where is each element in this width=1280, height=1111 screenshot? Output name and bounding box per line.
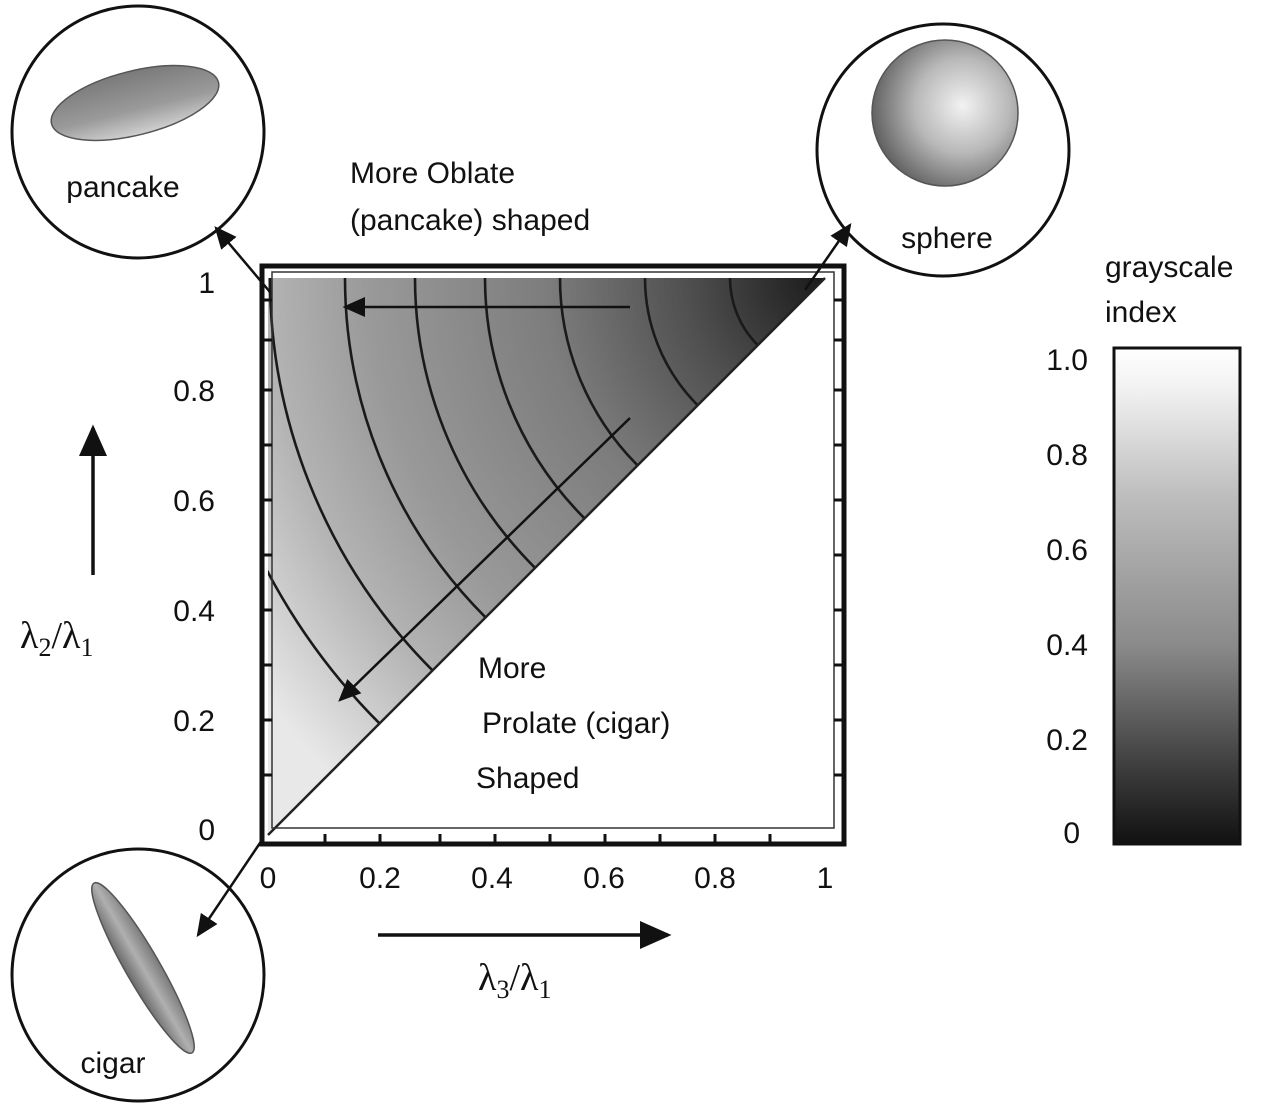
plot-inner-frame xyxy=(271,271,835,829)
sphere-shape xyxy=(871,39,1019,187)
colorbar: grayscale index 0 0.2 0.4 0.6 0.8 1.0 xyxy=(1046,251,1242,850)
colorbar-gradient xyxy=(1112,346,1242,846)
y-tick-label: 0.2 xyxy=(173,705,215,738)
sphere-inset: sphere xyxy=(803,22,1071,291)
x-tick-label: 0.2 xyxy=(359,862,401,895)
y-tick-label: 0.4 xyxy=(173,595,215,628)
pancake-inset: pancake xyxy=(10,4,271,293)
pancake-connector-arrow xyxy=(214,226,271,293)
x-tick-label: 1 xyxy=(817,862,834,895)
y-axis-label: λ2/λ1 xyxy=(20,615,93,662)
oblate-label-line1: More Oblate xyxy=(350,157,515,190)
y-tick-label: 0.6 xyxy=(173,485,215,518)
y-tick-label: 0.8 xyxy=(173,375,215,408)
prolate-label-line2: Prolate (cigar) xyxy=(482,707,670,740)
y-axis-ticks: 0 0.2 0.4 0.6 0.8 1 xyxy=(173,267,215,847)
x-tick-label: 0.8 xyxy=(694,862,736,895)
x-axis-label: λ3/λ1 xyxy=(478,957,551,1004)
x-tick-label: 0 xyxy=(260,862,277,895)
colorbar-tick-label: 0.8 xyxy=(1046,439,1088,472)
cigar-connector-arrow xyxy=(196,839,264,938)
pancake-shape xyxy=(50,64,220,142)
colorbar-tick-label: 0 xyxy=(1063,817,1080,850)
x-tick-label: 0.6 xyxy=(583,862,625,895)
colorbar-title-line1: grayscale xyxy=(1105,251,1233,284)
colorbar-tick-label: 0.2 xyxy=(1046,724,1088,757)
y-tick-label: 0 xyxy=(198,814,215,847)
colorbar-tick-label: 0.4 xyxy=(1046,629,1088,662)
prolate-label-line1: More xyxy=(478,652,546,685)
cigar-shape xyxy=(91,881,195,1055)
colorbar-title-line2: index xyxy=(1105,296,1177,329)
diagonal-boundary xyxy=(267,277,826,836)
y-tick-label: 1 xyxy=(198,267,215,300)
prolate-annotation: More Prolate (cigar) Shaped xyxy=(476,652,670,795)
x-tick-label: 0.4 xyxy=(471,862,513,895)
pancake-label: pancake xyxy=(66,171,179,204)
cigar-inset: cigar xyxy=(10,839,266,1103)
colorbar-tick-label: 1.0 xyxy=(1046,344,1088,377)
plot-area xyxy=(259,263,847,847)
colorbar-tick-label: 0.6 xyxy=(1046,534,1088,567)
colorbar-ticks: 0 0.2 0.4 0.6 0.8 1.0 xyxy=(1046,344,1088,850)
prolate-direction-arrow xyxy=(338,417,631,702)
cigar-label: cigar xyxy=(80,1047,145,1080)
oblate-label-line2: (pancake) shaped xyxy=(350,204,590,237)
x-axis-ticks: 0 0.2 0.4 0.6 0.8 1 xyxy=(260,862,834,895)
sphere-label: sphere xyxy=(901,222,993,255)
prolate-label-line3: Shaped xyxy=(476,762,579,795)
oblate-annotation: More Oblate (pancake) shaped xyxy=(350,157,590,237)
sphere-connector-arrow xyxy=(803,222,852,291)
frame-ticks xyxy=(262,298,844,844)
